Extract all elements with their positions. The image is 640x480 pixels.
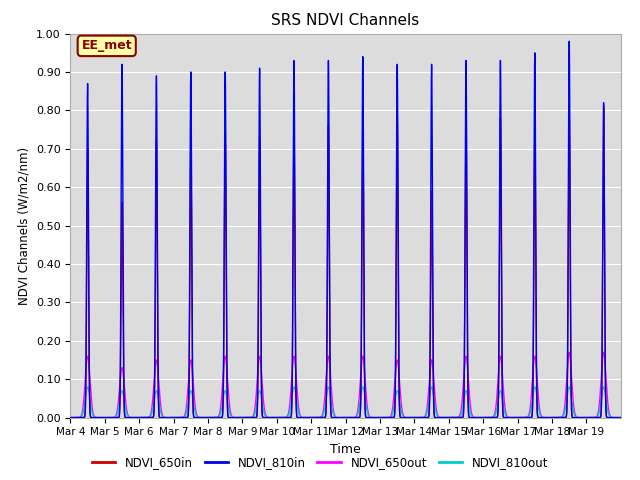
- NDVI_810in: [373, 415, 381, 420]
- NDVI_650out: [276, 415, 284, 420]
- NDVI_650in: [617, 415, 625, 420]
- Line: NDVI_810out: NDVI_810out: [70, 387, 621, 418]
- NDVI_810out: [541, 415, 548, 420]
- NDVI_810out: [84, 384, 92, 390]
- NDVI_810out: [373, 415, 381, 420]
- Text: EE_met: EE_met: [81, 39, 132, 52]
- NDVI_810in: [67, 415, 74, 420]
- NDVI_650out: [471, 415, 479, 420]
- NDVI_650out: [600, 349, 607, 355]
- NDVI_650in: [67, 415, 74, 420]
- Line: NDVI_650out: NDVI_650out: [70, 352, 621, 418]
- NDVI_810out: [67, 415, 74, 420]
- NDVI_650in: [471, 415, 479, 420]
- NDVI_810in: [565, 38, 573, 44]
- NDVI_810out: [276, 415, 284, 420]
- X-axis label: Time: Time: [330, 443, 361, 456]
- NDVI_810in: [541, 415, 548, 420]
- NDVI_810out: [86, 391, 93, 396]
- NDVI_810in: [617, 415, 625, 420]
- Title: SRS NDVI Channels: SRS NDVI Channels: [271, 13, 420, 28]
- NDVI_650in: [541, 415, 548, 420]
- NDVI_650in: [86, 377, 93, 383]
- NDVI_810in: [335, 415, 342, 420]
- NDVI_810in: [471, 415, 479, 420]
- NDVI_650out: [617, 415, 625, 420]
- NDVI_810out: [617, 415, 625, 420]
- NDVI_810out: [335, 415, 342, 420]
- NDVI_650out: [67, 415, 74, 420]
- Line: NDVI_810in: NDVI_810in: [70, 41, 621, 418]
- NDVI_650in: [600, 104, 607, 109]
- NDVI_650in: [335, 415, 342, 420]
- NDVI_650out: [86, 367, 93, 372]
- NDVI_650out: [335, 415, 342, 420]
- NDVI_810out: [472, 415, 479, 420]
- Y-axis label: NDVI Channels (W/m2/nm): NDVI Channels (W/m2/nm): [17, 146, 30, 305]
- Legend: NDVI_650in, NDVI_810in, NDVI_650out, NDVI_810out: NDVI_650in, NDVI_810in, NDVI_650out, NDV…: [87, 452, 553, 474]
- NDVI_650in: [373, 415, 381, 420]
- Line: NDVI_650in: NDVI_650in: [70, 107, 621, 418]
- NDVI_650out: [373, 415, 381, 420]
- NDVI_810in: [86, 368, 93, 373]
- NDVI_650out: [541, 415, 548, 420]
- NDVI_810in: [276, 415, 284, 420]
- NDVI_650in: [276, 415, 284, 420]
